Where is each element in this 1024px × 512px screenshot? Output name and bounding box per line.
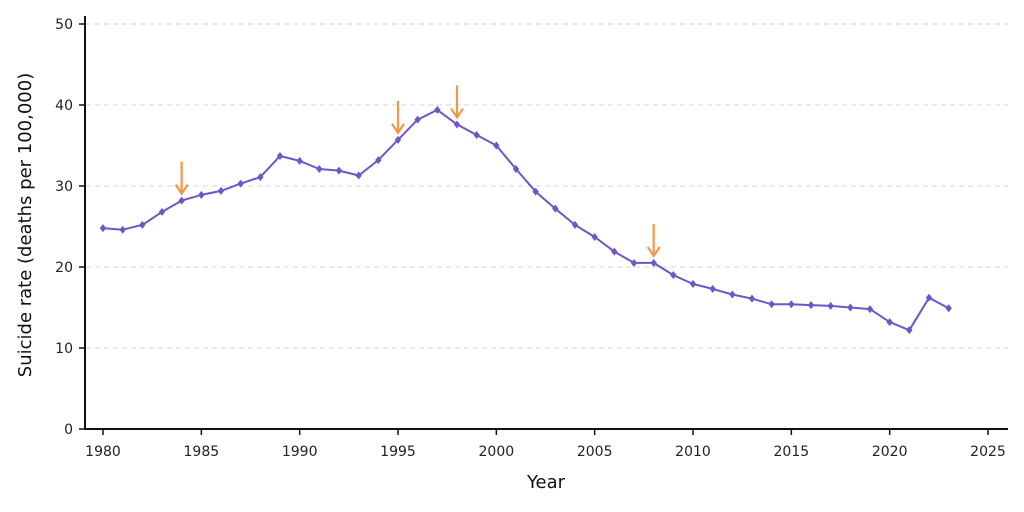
data-point <box>532 187 539 196</box>
x-axis-ticks: 1980 1985 1990 1995 2000 2005 2010 2015 2020 2025 <box>85 429 1006 460</box>
data-point <box>906 326 913 335</box>
data-point <box>178 196 185 205</box>
y-tick-label: 30 <box>55 179 73 195</box>
data-point <box>807 301 815 310</box>
y-tick-label: 20 <box>55 260 73 276</box>
data-point <box>99 224 107 233</box>
data-point <box>473 130 480 139</box>
series-group <box>99 105 952 335</box>
data-point <box>709 284 716 293</box>
data-point <box>571 220 579 229</box>
data-point <box>493 141 500 150</box>
y-tick-label: 10 <box>55 341 73 357</box>
data-point <box>788 300 795 309</box>
data-point <box>512 164 520 173</box>
data-point <box>611 247 618 256</box>
y-tick-label: 0 <box>64 422 73 438</box>
data-point <box>552 204 559 213</box>
data-point <box>237 179 244 188</box>
annotation-arrow <box>391 100 405 135</box>
data-point <box>434 105 441 114</box>
x-tick-label: 2005 <box>577 444 613 460</box>
x-tick-label: 1985 <box>184 444 220 460</box>
annotation-arrow <box>646 223 661 258</box>
x-tick-label: 2000 <box>479 444 515 460</box>
y-tick-label: 50 <box>55 17 73 33</box>
data-point <box>375 156 382 165</box>
data-point <box>670 271 677 280</box>
y-tick-label: 40 <box>55 98 73 114</box>
data-point <box>729 290 736 299</box>
data-point <box>276 152 284 161</box>
x-tick-label: 2015 <box>774 444 810 460</box>
data-point <box>453 120 461 129</box>
data-point <box>847 303 854 312</box>
data-point <box>355 171 362 180</box>
annotation-group <box>174 85 661 258</box>
data-point <box>394 135 402 144</box>
grid-lines <box>86 23 1008 349</box>
data-point <box>748 294 756 303</box>
y-axis-title: Suicide rate (deaths per 100,000) <box>15 73 36 377</box>
x-tick-label: 2020 <box>872 444 908 460</box>
data-point <box>158 207 166 216</box>
data-point <box>768 300 775 309</box>
data-point <box>827 301 834 310</box>
data-point <box>591 233 598 242</box>
data-point <box>414 115 421 124</box>
data-point <box>630 258 638 267</box>
annotation-arrow <box>174 161 189 196</box>
data-point <box>689 280 697 289</box>
y-axis-ticks: 0 10 20 30 40 50 <box>55 17 85 438</box>
data-point <box>886 318 893 327</box>
data-point <box>925 293 933 302</box>
data-point <box>650 258 657 267</box>
data-point <box>139 220 146 229</box>
x-tick-label: 2010 <box>675 444 711 460</box>
data-point <box>119 225 126 234</box>
x-tick-label: 2025 <box>970 444 1006 460</box>
x-axis-title: Year <box>526 472 566 493</box>
data-point <box>335 166 343 175</box>
annotation-arrow <box>450 85 464 120</box>
axes <box>84 16 1008 430</box>
data-point <box>866 305 874 314</box>
x-tick-label: 1990 <box>282 444 318 460</box>
series-line <box>102 108 950 332</box>
x-tick-label: 1995 <box>380 444 416 460</box>
x-tick-label: 1980 <box>85 444 121 460</box>
data-point <box>198 190 205 199</box>
data-point <box>217 186 225 195</box>
data-point <box>257 173 264 182</box>
data-point <box>945 304 952 313</box>
data-point <box>296 156 303 165</box>
data-point <box>316 164 323 173</box>
